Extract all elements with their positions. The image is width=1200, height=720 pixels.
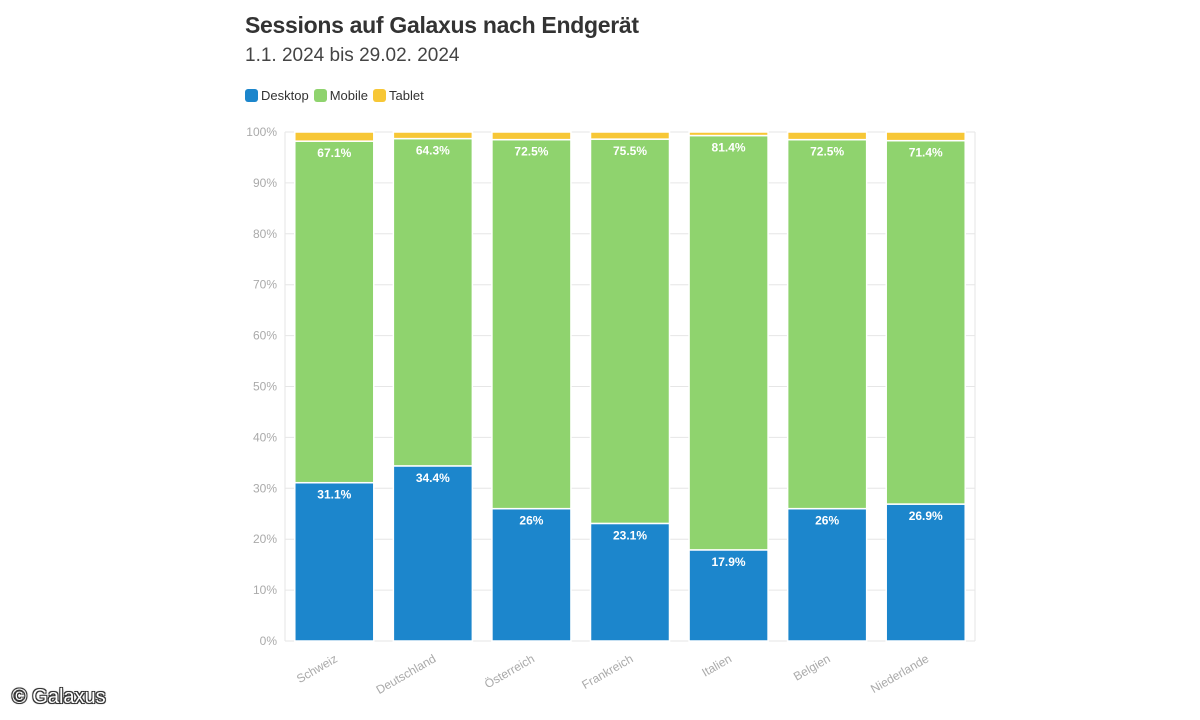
x-tick-label: Italien	[699, 651, 734, 679]
legend-item-mobile[interactable]: Mobile	[313, 88, 368, 103]
bar-tablet	[392, 131, 474, 140]
legend-label-mobile: Mobile	[329, 88, 368, 103]
x-tick-label: Österreich	[482, 651, 537, 691]
bar-mobile	[688, 134, 769, 551]
bar-desktop	[688, 549, 769, 642]
y-tick-label: 80%	[253, 227, 277, 241]
data-label-mobile: 72.5%	[810, 145, 844, 159]
legend-swatch-tablet	[373, 89, 386, 102]
bar-tablet	[786, 131, 868, 141]
chart-subtitle: 1.1. 2024 bis 29.02. 2024	[245, 45, 460, 66]
y-tick-label: 30%	[253, 481, 277, 495]
y-tick-label: 0%	[260, 634, 278, 648]
data-label-desktop: 34.4%	[416, 471, 450, 485]
x-tick-label: Niederlande	[868, 651, 931, 696]
bar-mobile	[786, 138, 868, 510]
bar-desktop	[786, 507, 868, 642]
legend-item-desktop[interactable]: Desktop	[245, 88, 309, 103]
x-tick-label: Deutschland	[374, 651, 439, 696]
legend-item-tablet[interactable]: Tablet	[373, 88, 424, 103]
y-tick-label: 20%	[253, 532, 277, 546]
bar-mobile	[589, 138, 671, 525]
bar-tablet	[589, 131, 671, 140]
legend-swatch-desktop	[245, 89, 258, 102]
legend-label-tablet: Tablet	[389, 88, 424, 103]
data-label-mobile: 72.5%	[514, 145, 548, 159]
bar-desktop	[589, 522, 671, 642]
y-tick-label: 10%	[253, 583, 277, 597]
data-label-desktop: 31.1%	[317, 488, 351, 502]
chart-legend: Desktop Mobile Tablet	[245, 88, 429, 103]
data-label-mobile: 64.3%	[416, 144, 450, 158]
data-label-mobile: 75.5%	[613, 144, 647, 158]
bar-tablet	[294, 131, 375, 142]
bar-desktop	[491, 507, 572, 642]
y-tick-label: 90%	[253, 176, 277, 190]
bar-tablet	[688, 131, 769, 137]
data-label-desktop: 17.9%	[712, 555, 746, 569]
bar-desktop	[885, 503, 966, 642]
bar-mobile	[392, 137, 474, 467]
y-tick-label: 100%	[246, 125, 277, 139]
bar-tablet	[491, 131, 572, 141]
y-tick-label: 60%	[253, 329, 277, 343]
legend-swatch-mobile	[313, 89, 327, 102]
data-label-desktop: 26.9%	[909, 509, 943, 523]
data-label-desktop: 26%	[815, 514, 839, 528]
bar-mobile	[885, 139, 966, 505]
bar-desktop	[294, 481, 375, 642]
data-label-mobile: 71.4%	[909, 146, 943, 160]
y-tick-label: 40%	[253, 430, 277, 444]
y-tick-label: 50%	[253, 380, 277, 394]
x-tick-label: Belgien	[791, 651, 833, 683]
data-label-desktop: 23.1%	[613, 528, 647, 542]
chart-title: Sessions auf Galaxus nach Endgerät	[245, 12, 639, 38]
data-label-mobile: 81.4%	[712, 141, 746, 155]
x-tick-label: Frankreich	[579, 651, 635, 691]
x-tick-label: Schweiz	[294, 651, 340, 685]
data-label-desktop: 26%	[519, 514, 543, 528]
bar-tablet	[885, 131, 966, 142]
data-label-mobile: 67.1%	[317, 146, 351, 160]
bar-desktop	[392, 465, 474, 642]
copyright-watermark: © Galaxus	[12, 686, 106, 708]
bar-mobile	[491, 138, 572, 510]
bar-mobile	[294, 140, 375, 484]
y-tick-label: 70%	[253, 278, 277, 292]
legend-label-desktop: Desktop	[261, 88, 309, 103]
